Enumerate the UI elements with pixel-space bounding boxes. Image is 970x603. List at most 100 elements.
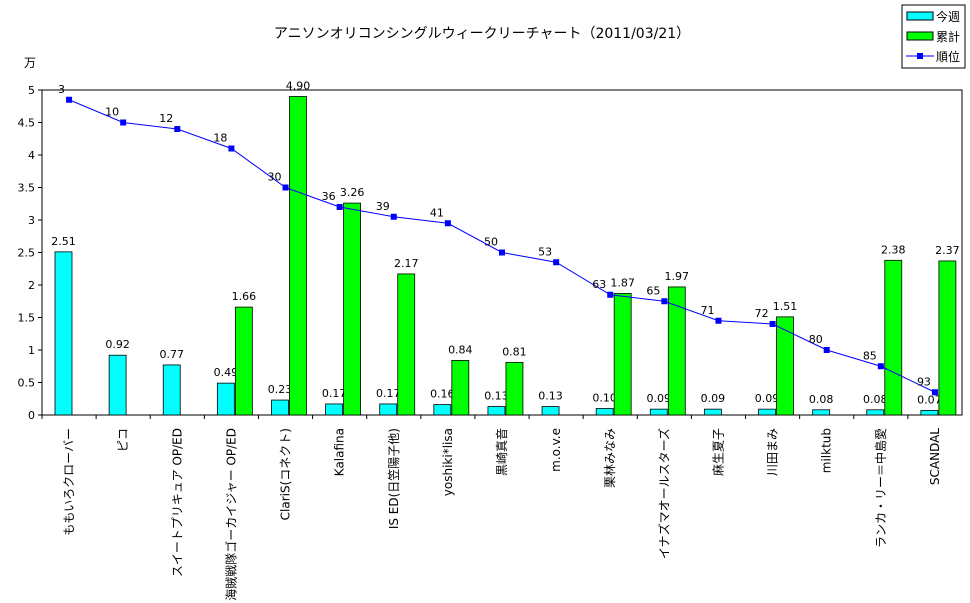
data-label-weekly: 0.17 [376,387,401,400]
bar-weekly [541,406,560,416]
legend: 今週 累計 順位 [901,4,966,69]
data-label-weekly: 0.08 [809,393,834,406]
data-label-weekly: 0.07 [917,393,942,406]
x-tick-label: スイートプリキュア OP/ED [170,428,184,577]
data-label-weekly: 0.23 [268,383,293,396]
bar-cumulative [613,293,632,416]
data-label-weekly: 0.10 [592,392,617,405]
x-tick-label: yoshiki*lisa [441,428,455,496]
rank-label: 30 [268,171,282,184]
x-tick-label: ClariS(コネクト) [279,428,293,520]
x-tick-label: m.o.v.e [549,428,563,472]
data-label-weekly: 0.16 [430,388,455,401]
rank-marker [336,204,343,210]
bar-weekly [325,403,343,416]
rank-marker [607,291,614,298]
bar-weekly [812,409,831,416]
x-tick-label: イナズマオールスターズ [656,428,671,559]
data-label-weekly: 0.09 [755,392,780,405]
rank-marker [390,213,397,220]
rank-label: 50 [484,236,498,249]
data-label-cumulative: 0.81 [502,345,527,358]
rank-label: 36 [322,190,336,203]
bar-weekly [649,408,668,416]
bar-weekly [866,409,885,416]
x-tick-label: 川田まみ [766,428,780,476]
x-tick-label: 栗林みなみ [603,428,617,488]
rank-marker [769,321,776,327]
legend-label-weekly: 今週 [936,9,960,24]
data-label-cumulative: 2.37 [935,244,960,257]
y-tick-label: 5 [28,84,35,97]
rank-marker [823,347,830,353]
legend-label-rank: 順位 [936,49,960,64]
y-tick-label: 1.5 [18,312,36,325]
rank-marker [499,249,505,256]
legend-swatch-weekly [906,11,934,21]
data-label-cumulative: 2.17 [394,257,419,270]
y-tick-label: 0.5 [18,377,36,390]
data-label-weekly: 0.09 [647,392,672,405]
data-label-cumulative: 0.84 [448,343,473,356]
rank-marker [553,259,560,266]
rank-label: 85 [863,349,877,362]
rank-label: 71 [700,304,714,317]
bar-weekly [758,408,776,416]
data-label-cumulative: 1.97 [665,270,690,283]
bar-cumulative [289,96,307,416]
rank-marker [120,119,127,126]
y-tick-label: 2 [28,279,35,292]
rank-label: 80 [809,333,823,346]
rank-marker [228,145,235,152]
bar-weekly [920,410,939,416]
x-tick-label: SCANDAL [928,428,942,485]
y-axis-label: 万 [24,56,36,70]
data-label-weekly: 0.49 [214,366,239,379]
legend-marker-rank [917,53,923,59]
rank-label: 41 [430,206,444,219]
rank-marker [661,298,668,305]
bar-cumulative [938,260,957,416]
rank-label: 18 [213,132,227,145]
bar-cumulative [451,359,470,416]
x-tick-label: ランカ・リー＝中島愛 [873,428,888,548]
x-tick-label: 麻生夏子 [710,428,725,476]
y-tick-label: 4 [28,149,35,162]
bar-weekly [487,406,506,416]
bar-cumulative [234,306,253,416]
rank-label: 72 [755,307,769,320]
rank-marker [282,184,289,191]
rank-label: 93 [917,375,931,388]
chart-title: アニソンオリコンシングルウィークリーチャート（2011/03/21） [274,26,690,42]
y-tick-label: 1 [28,344,35,357]
data-label-weekly: 0.09 [701,392,726,405]
rank-marker [931,389,938,396]
data-label-weekly: 0.13 [538,390,563,403]
rank-marker [174,126,181,132]
data-label-weekly: 0.77 [159,348,184,361]
x-tick-label: milktub [820,428,834,473]
rank-marker [877,363,884,370]
y-tick-label: 3 [28,214,35,227]
bar-weekly [704,408,722,416]
rank-marker [715,317,722,324]
rank-label: 65 [646,284,660,297]
x-tick-label: ももいろクローバー [62,428,76,536]
bar-weekly [108,354,127,416]
bar-weekly [216,382,235,416]
rank-marker [66,96,73,103]
bar-weekly [271,399,289,416]
bar-cumulative [667,286,686,416]
y-tick-label: 0 [28,409,35,422]
data-label-cumulative: 2.38 [881,243,906,256]
x-tick-label: Kalafina [333,428,347,476]
data-label-weekly: 2.51 [51,235,76,248]
legend-swatch-cumulative [906,31,934,41]
bar-cumulative [505,361,524,416]
data-label-cumulative: 1.87 [610,276,635,289]
y-tick-label: 4.5 [18,117,36,130]
rank-label: 12 [159,112,173,125]
bar-cumulative [884,259,903,416]
rank-label: 63 [592,278,606,291]
bar-weekly [595,408,614,416]
